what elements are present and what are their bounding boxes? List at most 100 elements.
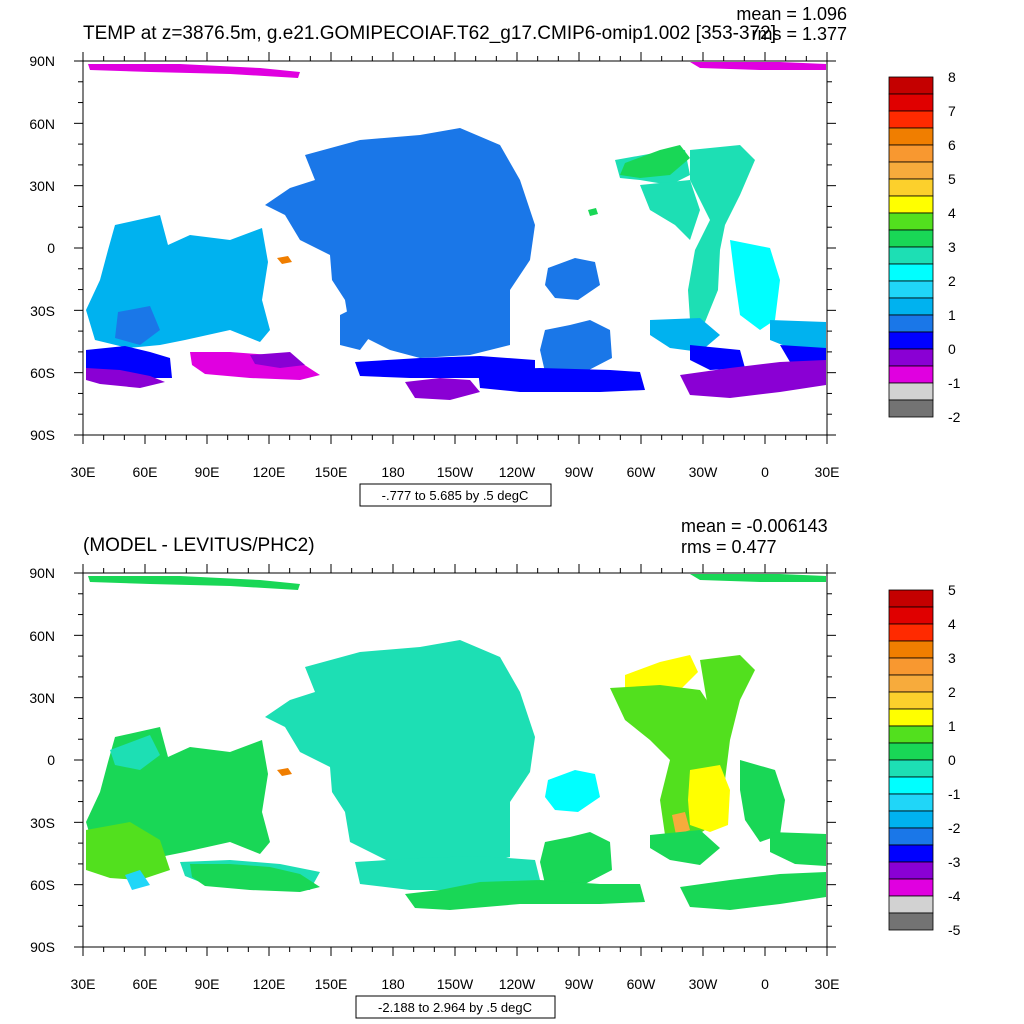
top-orange-spot: [277, 256, 292, 264]
top-colorbar-label: -2: [948, 409, 961, 425]
top-indian-ocean-west: [115, 306, 160, 345]
colorbar-swatch: [888, 776, 934, 795]
bottom-colorbar-label: 3: [948, 650, 956, 666]
top-southern-purple-1: [86, 368, 165, 388]
bottom-atlantic-east-green2: [740, 760, 785, 842]
top-lon-label: 30E: [71, 464, 96, 480]
bottom-colorbar-labels: 5 4 3 2 1 0 -1 -2 -3 -4 -5: [948, 582, 961, 938]
top-lon-label: 30W: [689, 464, 719, 480]
colorbar-swatch: [888, 331, 934, 350]
bottom-arctic-right: [690, 574, 826, 582]
top-southern-purple-3: [680, 360, 826, 398]
top-colorbar-labels: 8 7 6 5 4 3 2 1 0 -1 -2: [948, 69, 961, 425]
bottom-lat-label: 60S: [30, 877, 55, 893]
colorbar-swatch: [888, 844, 934, 863]
bottom-colorbar-label: 0: [948, 752, 956, 768]
colorbar-swatch: [888, 314, 934, 333]
top-lon-label: 180: [381, 464, 405, 480]
colorbar-swatch: [888, 878, 934, 897]
top-atlantic-eastpatch: [770, 320, 826, 352]
bottom-colorbar: [888, 589, 934, 931]
bottom-map: [86, 574, 826, 910]
colorbar-swatch: [888, 297, 934, 316]
bottom-colorbar-label: 1: [948, 718, 956, 734]
bottom-southern-green-3: [680, 872, 826, 910]
bottom-pacific-south: [355, 856, 540, 890]
colorbar-swatch: [888, 810, 934, 829]
colorbar-swatch: [888, 895, 934, 914]
top-colorbar-label: 6: [948, 137, 956, 153]
top-colorbar-label: 1: [948, 307, 956, 323]
bottom-lat-label: 90S: [30, 939, 55, 955]
bottom-atlantic-orange-spot: [672, 812, 690, 835]
bottom-colorbar-label: 2: [948, 684, 956, 700]
top-ticks: [74, 52, 836, 444]
top-lon-label: 30E: [815, 464, 840, 480]
colorbar-swatch: [888, 606, 934, 625]
top-southern-purple-small: [250, 352, 305, 368]
colorbar-swatch: [888, 280, 934, 299]
bottom-colorbar-label: -4: [948, 888, 961, 904]
top-colorbar-label: 7: [948, 103, 956, 119]
top-colorbar-label: 4: [948, 205, 956, 221]
top-lat-label: 90N: [29, 53, 55, 69]
top-lon-label: 150W: [437, 464, 474, 480]
top-se-pacific: [540, 320, 612, 372]
bottom-lon-label: 180: [381, 976, 405, 992]
bottom-colorbar-label: 5: [948, 582, 956, 598]
top-southern-purple-2: [405, 378, 480, 400]
top-lat-label: 0: [47, 240, 55, 256]
top-lon-label: 90W: [565, 464, 595, 480]
top-arctic-right: [690, 62, 826, 70]
top-green-spot: [588, 208, 598, 216]
top-lat-label: 30N: [29, 178, 55, 194]
bottom-pacific: [265, 640, 535, 870]
top-colorbar: [888, 76, 934, 418]
colorbar-swatch: [888, 640, 934, 659]
colorbar-swatch: [888, 246, 934, 265]
top-colorbar-label: 3: [948, 239, 956, 255]
bottom-south-atlantic-green: [650, 830, 720, 865]
bottom-lat-label: 30S: [30, 815, 55, 831]
colorbar-swatch: [888, 827, 934, 846]
top-lat-labels: 90N 60N 30N 0 30S 60S 90S: [29, 53, 55, 443]
bottom-southern-green-1: [540, 832, 612, 884]
top-lon-labels: 30E 60E 90E 120E 150E 180 150W 120W 90W …: [71, 464, 840, 480]
bottom-colorbar-label: 4: [948, 616, 956, 632]
bottom-indian-ocean-cyan: [110, 735, 160, 770]
bottom-lon-label: 30E: [815, 976, 840, 992]
colorbar-swatch: [888, 127, 934, 146]
bottom-lon-label: 90E: [195, 976, 220, 992]
colorbar-swatch: [888, 229, 934, 248]
top-indian-ocean: [86, 215, 270, 348]
top-lat-label: 90S: [30, 427, 55, 443]
bottom-southern-green-4: [190, 864, 320, 892]
bottom-lon-label: 60W: [627, 976, 657, 992]
bottom-indian-cyan-spot: [125, 870, 150, 890]
top-lon-label: 120W: [499, 464, 536, 480]
colorbar-swatch: [888, 861, 934, 880]
bottom-lon-label: 0: [761, 976, 769, 992]
top-north-atlantic-green: [620, 145, 690, 178]
colorbar-swatch: [888, 725, 934, 744]
bottom-lon-label: 30W: [689, 976, 719, 992]
top-arctic-left: [88, 64, 300, 78]
top-range-box: [359, 483, 552, 507]
top-title: TEMP at z=3876.5m, g.e21.GOMIPECOIAF.T62…: [83, 23, 776, 44]
bottom-colorbar-label: -5: [948, 922, 961, 938]
colorbar-swatch: [888, 623, 934, 642]
top-panel: TEMP at z=3876.5m, g.e21.GOMIPECOIAF.T62…: [29, 4, 961, 507]
bottom-east-pacific-cyan: [545, 770, 600, 812]
top-south-atlantic-west: [650, 318, 720, 352]
colorbar-swatch: [888, 348, 934, 367]
top-lon-label: 150E: [315, 464, 348, 480]
colorbar-swatch: [888, 76, 934, 95]
top-lat-label: 60N: [29, 116, 55, 132]
bottom-title: (MODEL - LEVITUS/PHC2): [83, 535, 315, 556]
top-colorbar-label: 2: [948, 273, 956, 289]
bottom-lat-label: 60N: [29, 628, 55, 644]
colorbar-swatch: [888, 382, 934, 401]
bottom-panel: (MODEL - LEVITUS/PHC2) mean = -0.006143 …: [29, 516, 961, 1019]
top-atlantic-east: [688, 145, 755, 322]
bottom-colorbar-label: -1: [948, 786, 961, 802]
